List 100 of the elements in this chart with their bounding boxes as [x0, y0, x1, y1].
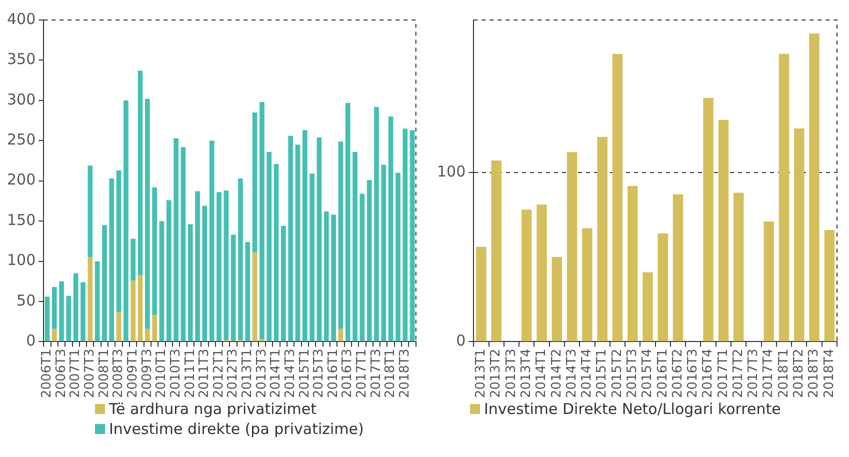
bar: [396, 172, 400, 342]
y-tick-label: 100: [436, 162, 466, 180]
x-tick-label: 2016T4: [700, 348, 716, 398]
x-tick-label: 2017T3: [368, 348, 384, 398]
legend-label: Të ardhura nga privatizimet: [109, 400, 317, 418]
bar: [366, 180, 372, 342]
y-tick-label: 300: [6, 90, 36, 108]
x-tick-label: 2013T1: [474, 348, 489, 398]
x-tick-label: 2015T4: [640, 348, 656, 398]
x-tick-label: 2018T1: [776, 348, 792, 398]
bar: [44, 296, 50, 342]
x-tick-label: 2014T4: [580, 348, 595, 398]
x-tick-label: 2014T1: [268, 348, 284, 398]
x-tick-label: 2011T3: [197, 348, 212, 398]
x-tick-label: 2014T3: [282, 348, 298, 398]
x-tick-label: 2017T3: [746, 348, 762, 398]
bar: [345, 102, 350, 342]
x-tick-label: 2015T1: [297, 348, 312, 398]
bar: [224, 190, 229, 340]
bar: [331, 214, 336, 342]
bar: [582, 228, 592, 342]
x-tick-label: 2011T1: [182, 348, 198, 398]
y-tick-label: 350: [6, 50, 36, 68]
x-tick-label: 2015T3: [624, 348, 640, 398]
bar: [202, 206, 208, 342]
x-tick-label: 2012T1: [211, 348, 226, 398]
bar: [718, 120, 729, 342]
y-tick-label: 200: [6, 170, 36, 189]
bar: [116, 312, 122, 342]
x-tick-label: 2017T2: [730, 348, 746, 398]
bar: [274, 164, 279, 342]
bar: [188, 224, 193, 342]
x-tick-label: 2007T3: [82, 348, 98, 398]
bar: [627, 186, 638, 342]
bar: [145, 328, 150, 342]
bar: [794, 128, 804, 342]
bar: [566, 152, 578, 342]
bar: [360, 194, 365, 342]
bar: [402, 128, 408, 342]
bar: [138, 274, 143, 342]
bar: [66, 296, 72, 342]
bar: [703, 98, 714, 342]
bar: [230, 234, 236, 342]
y-tick-label: 400: [6, 10, 36, 28]
bar: [159, 221, 164, 342]
x-tick-label: 2014T3: [564, 348, 580, 398]
x-tick-label: 2009T1: [125, 348, 140, 398]
bar: [124, 100, 128, 342]
x-tick-label: 2013T3: [254, 348, 270, 398]
bar: [238, 178, 243, 340]
x-tick-label: 2017T1: [354, 348, 370, 398]
bar: [281, 226, 286, 342]
x-tick-label: 2007T1: [68, 348, 84, 398]
bar: [252, 252, 258, 342]
legend-label: Investime direkte (pa privatizime): [109, 420, 364, 438]
x-tick-label: 2006T3: [54, 348, 69, 398]
bar: [245, 242, 250, 342]
bar: [266, 152, 272, 342]
bar: [209, 140, 214, 342]
x-tick-label: 2018T3: [398, 348, 412, 398]
bar: [612, 54, 623, 342]
x-tick-label: 2015T3: [312, 348, 327, 398]
y-tick-label: 150: [6, 210, 36, 229]
bar: [338, 141, 344, 329]
bar: [216, 192, 222, 342]
bar: [522, 210, 532, 342]
bar: [310, 174, 314, 342]
x-tick-label: 2015T1: [594, 348, 610, 398]
y-tick-label: 250: [6, 130, 36, 149]
bar: [642, 272, 653, 342]
x-tick-label: 2008T1: [96, 348, 112, 398]
bar: [52, 328, 57, 342]
bar: [174, 138, 178, 342]
x-tick-label: 2016T2: [670, 348, 686, 398]
x-tick-label: 2013T3: [504, 348, 519, 398]
bar: [73, 273, 78, 342]
y-tick-label: 100: [6, 251, 36, 270]
legend-label: Investime Direkte Neto/Llogari korrente: [484, 400, 781, 418]
bar: [195, 191, 200, 342]
bar: [52, 287, 57, 329]
x-tick-label: 2013T4: [518, 348, 534, 398]
x-tick-label: 2017T1: [716, 348, 731, 398]
bar: [778, 54, 790, 342]
bar: [302, 130, 308, 342]
bar: [381, 164, 386, 342]
x-tick-label: 2015T2: [610, 348, 625, 398]
bar: [491, 160, 502, 342]
bar: [476, 246, 486, 342]
bar: [316, 137, 322, 342]
bar: [552, 257, 562, 342]
bar: [295, 144, 300, 342]
bar: [80, 282, 86, 342]
bar: [824, 230, 835, 342]
bar: [338, 328, 344, 342]
x-tick-label: 2014T2: [549, 348, 564, 398]
x-tick-label: 2016T1: [326, 348, 341, 398]
bar: [252, 112, 258, 252]
bar: [88, 257, 93, 342]
y-tick-label: 0: [26, 332, 36, 350]
x-tick-label: 2016T3: [686, 348, 701, 398]
